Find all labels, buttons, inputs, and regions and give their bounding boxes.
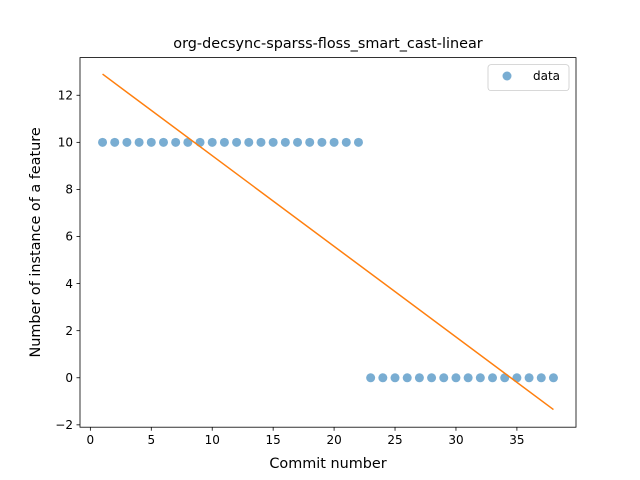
data-point [414,373,424,383]
axes-frame [79,57,577,428]
data-point [317,137,327,147]
x-tick-label: 20 [326,433,341,447]
data-point [488,373,498,383]
x-tick-label: 35 [509,433,524,447]
data-point [439,373,449,383]
data-point [500,373,510,383]
y-tick-label: 2 [65,324,73,338]
legend-label-data: data [533,69,560,83]
data-point [98,137,108,147]
data-point [451,373,461,383]
data-point [207,137,217,147]
y-tick-label: 8 [65,183,73,197]
y-tick-label: 0 [65,371,73,385]
data-point [232,137,242,147]
data-point [171,137,181,147]
fit-line [102,73,554,411]
x-tick-label: 15 [266,433,281,447]
data-point [427,373,437,383]
y-tick-label: 6 [65,230,73,244]
data-point [329,137,339,147]
data-point [353,137,363,147]
data-point [268,137,278,147]
data-point [110,137,120,147]
data-point [134,137,144,147]
chart-title: org-decsync-sparss-floss_smart_cast-line… [173,36,482,52]
data-point [280,137,290,147]
data-point [146,137,156,147]
x-tick-label: 30 [448,433,463,447]
legend-frame [487,64,570,91]
data-point [475,373,485,383]
data-point [536,373,546,383]
data-point [305,137,315,147]
data-point [390,373,400,383]
y-tick-label: 4 [65,277,73,291]
data-point [256,137,266,147]
data-point [463,373,473,383]
data-point [158,137,168,147]
data-point [219,137,229,147]
x-tick-label: 5 [147,433,155,447]
data-point [402,373,412,383]
y-axis-label: Number of instance of a feature [28,127,44,357]
data-point [122,137,132,147]
y-tick-label: 10 [58,136,73,150]
data-point [195,137,205,147]
x-tick-label: 0 [87,433,95,447]
data-point [548,373,558,383]
y-tick-label: −2 [55,418,73,432]
legend-marker [502,71,512,81]
data-point [378,373,388,383]
legend: data [487,64,570,91]
x-axis-ticks: 0 5 10 15 20 25 30 35 [87,427,525,447]
data-point [244,137,254,147]
y-tick-label: 12 [58,88,73,102]
data-point [293,137,303,147]
data-point [366,373,376,383]
x-tick-label: 25 [387,433,402,447]
x-axis-label: Commit number [269,456,386,472]
plot-area [98,73,558,411]
data-point [341,137,351,147]
x-tick-label: 10 [205,433,220,447]
y-axis-ticks: −2 0 2 4 6 8 10 12 [55,88,80,432]
data-point [524,373,534,383]
